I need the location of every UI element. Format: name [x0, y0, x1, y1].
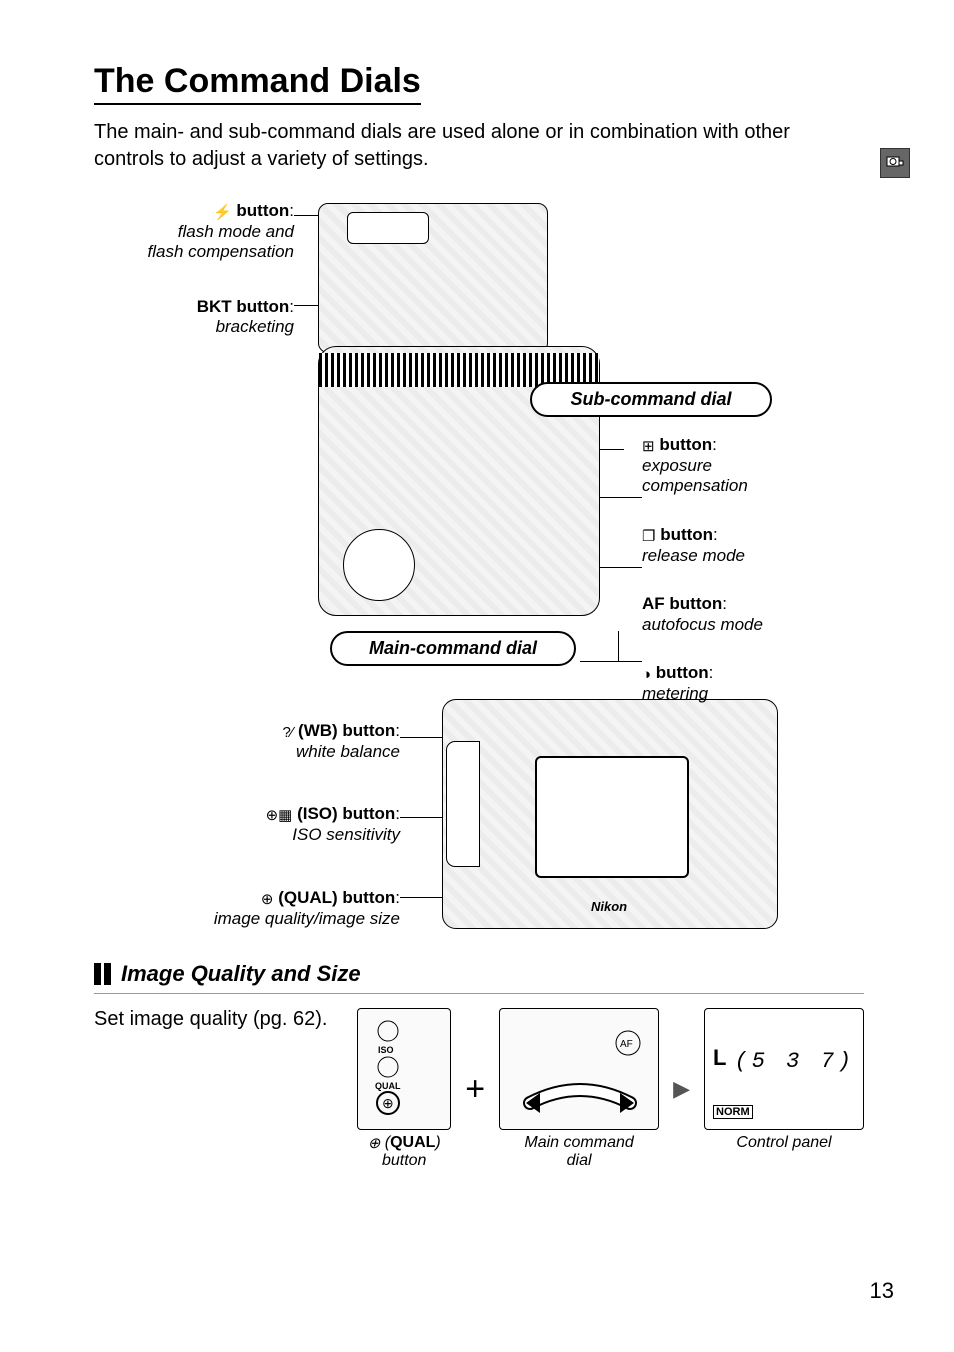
callout-qual: ⊕ (QUAL) button:image quality/image size — [94, 888, 400, 929]
svg-text:QUAL: QUAL — [375, 1081, 401, 1091]
svg-text:ISO: ISO — [378, 1045, 394, 1055]
callout-glyph-icon: ⊕▦ — [266, 807, 293, 824]
callout-glyph-icon: ❐ — [642, 528, 655, 545]
control-panel-illustration: L (5 3 7) NORM — [704, 1008, 864, 1130]
camera-front-illustration — [318, 203, 548, 353]
callout-iso: ⊕▦ (ISO) button:ISO sensitivity — [94, 804, 400, 845]
intro-text: The main- and sub-command dials are used… — [94, 119, 864, 173]
callout-wb: ?⁄ (WB) button:white balance — [94, 721, 400, 762]
page-title: The Command Dials — [94, 62, 421, 105]
callout-bkt: BKT button:bracketing — [94, 297, 294, 338]
page-number: 13 — [870, 1278, 894, 1304]
callout-glyph-icon: ⊞ — [642, 438, 655, 455]
callout-af: AF button:autofocus mode — [642, 594, 872, 635]
callout-⚡: ⚡ button:flash mode andflash compensatio… — [94, 201, 294, 263]
arrow-icon: ▶ — [673, 1076, 690, 1102]
svg-text:⊕: ⊕ — [382, 1095, 394, 1111]
qual-button-illustration: ISO QUAL ⊕ — [357, 1008, 451, 1130]
section-body-text: Set image quality (pg. 62). — [94, 1008, 337, 1170]
control-panel-caption: Control panel — [704, 1134, 864, 1152]
command-dials-diagram: Sub-command dial Main-command dial ⚡ but… — [94, 191, 864, 943]
callout-glyph-icon: ?⁄ — [282, 724, 293, 741]
callout-◑: ◑ button:metering — [642, 663, 872, 704]
camera-back-illustration — [442, 699, 778, 929]
panel-norm-indicator: NORM — [713, 1105, 753, 1119]
callout-glyph-icon: ◑ — [642, 666, 651, 683]
main-command-dial-caption: Main commanddial — [499, 1134, 659, 1170]
panel-size-indicator: L — [713, 1045, 726, 1071]
callout-glyph-icon: ⊕ — [261, 891, 274, 908]
svg-text:AF: AF — [620, 1039, 633, 1050]
panel-counter: (5 3 7) — [735, 1049, 855, 1074]
main-command-dial-illustration: AF — [499, 1008, 659, 1130]
sub-command-dial-pill: Sub-command dial — [530, 382, 772, 417]
qual-button-caption: ⊕ (QUAL) button — [357, 1134, 451, 1170]
callout-glyph-icon: ⚡ — [213, 204, 232, 221]
camera-back-grip-illustration — [446, 741, 480, 867]
callout-❐: ❐ button:release mode — [642, 525, 872, 566]
plus-icon: + — [465, 1070, 485, 1109]
quality-steps: ISO QUAL ⊕ ⊕ (QUAL) button + — [357, 1008, 864, 1170]
main-command-dial-pill: Main-command dial — [330, 631, 576, 666]
thumb-tab-icon — [880, 148, 910, 178]
callout-⊞: ⊞ button:exposurecompensation — [642, 435, 872, 497]
